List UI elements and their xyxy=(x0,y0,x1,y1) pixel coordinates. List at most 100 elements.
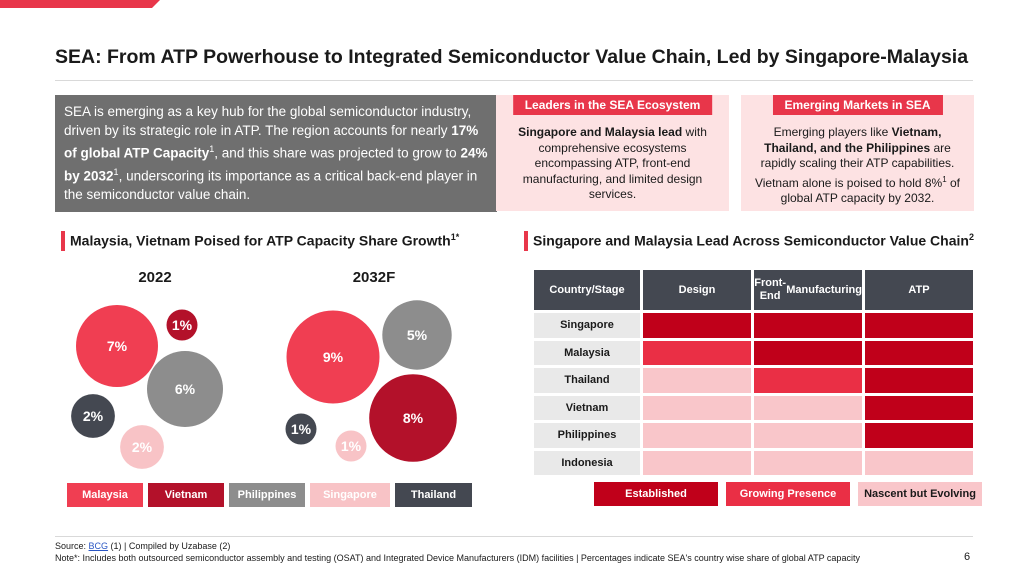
footnote: Note*: Includes both outsourced semicond… xyxy=(55,553,860,563)
intro-sup-2: 1 xyxy=(113,167,119,177)
bubble-vietnam xyxy=(166,309,198,341)
heatmap-row-label: Singapore xyxy=(534,313,640,338)
heatmap-cell xyxy=(865,340,973,365)
heatmap-cell xyxy=(865,368,973,393)
bubble-value-label: 6% xyxy=(175,381,196,397)
heatmap-cell xyxy=(865,313,973,338)
left-section-title: Malaysia, Vietnam Poised for ATP Capacit… xyxy=(70,232,459,249)
intro-text-2: , and this share was projected to grow t… xyxy=(214,145,461,161)
emerging-card-text-1: Emerging players like xyxy=(773,125,892,139)
heatmap-cell xyxy=(754,450,862,475)
heatmap-row-label: Thailand xyxy=(534,368,640,393)
left-section-marker xyxy=(61,231,65,251)
heatmap-cell xyxy=(643,340,751,365)
bubble-thailand xyxy=(285,413,317,445)
heatmap-legend-item: Growing Presence xyxy=(726,482,850,506)
bubble-philippines xyxy=(382,300,452,370)
heatmap-legend-item: Nascent but Evolving xyxy=(858,482,982,506)
bubble-value-label: 8% xyxy=(403,410,424,426)
bubble-singapore xyxy=(335,430,367,462)
emerging-card-body: Emerging players like Vietnam, Thailand,… xyxy=(749,125,966,207)
leaders-card: Leaders in the SEA Ecosystem Singapore a… xyxy=(496,95,729,211)
page-title: SEA: From ATP Powerhouse to Integrated S… xyxy=(55,46,969,68)
bubble-thailand xyxy=(71,394,115,438)
bubble-value-label: 2% xyxy=(132,439,153,455)
right-section-title-text: Singapore and Malaysia Lead Across Semic… xyxy=(533,232,969,249)
heatmap-legend-item: Established xyxy=(594,482,718,506)
source-link[interactable]: BCG xyxy=(88,541,109,551)
legend-vietnam: Vietnam xyxy=(148,483,224,507)
bubble-value-label: 5% xyxy=(407,327,428,343)
source-rest: (1) | Compiled by Uzabase (2) xyxy=(108,541,231,551)
emerging-card-sup: 1 xyxy=(942,174,947,184)
bubble-malaysia xyxy=(286,310,380,404)
heatmap-cell xyxy=(865,395,973,420)
intro-text-1: SEA is emerging as a key hub for the glo… xyxy=(64,104,472,138)
leaders-card-body: Singapore and Malaysia lead with compreh… xyxy=(504,125,721,203)
heatmap-cell xyxy=(865,450,973,475)
top-accent-bar xyxy=(0,0,160,8)
bubble-year-label: 2022 xyxy=(138,269,171,286)
heatmap-cell xyxy=(643,313,751,338)
intro-box: SEA is emerging as a key hub for the glo… xyxy=(55,95,497,212)
heatmap-row-label: Indonesia xyxy=(534,450,640,475)
bubble-vietnam xyxy=(369,374,457,462)
intro-bold-2: 24% by 2032 xyxy=(64,145,488,184)
heatmap-legend: Established Growing Presence Nascent but E… xyxy=(594,482,982,506)
bubble-year-label: 2032F xyxy=(353,269,396,286)
heatmap-cell xyxy=(643,450,751,475)
legend-thailand: Thailand xyxy=(395,483,472,507)
heatmap-cell xyxy=(754,395,862,420)
heatmap-cell xyxy=(643,423,751,448)
heatmap-row-label: Vietnam xyxy=(534,395,640,420)
legend-malaysia: Malaysia xyxy=(67,483,143,507)
leaders-card-text: with comprehensive ecosystems encompassi… xyxy=(522,125,707,201)
heatmap-header: Front-End Manufacturing xyxy=(754,270,862,310)
bubble-value-label: 1% xyxy=(291,421,312,437)
heatmap-cell xyxy=(865,423,973,448)
bubble-value-label: 1% xyxy=(172,317,193,333)
bubble-value-label: 2% xyxy=(83,408,104,424)
source-line: Source: BCG (1) | Compiled by Uzabase (2… xyxy=(55,541,230,551)
emerging-card-header: Emerging Markets in SEA xyxy=(772,95,943,115)
heatmap-header-line: Manufacturing xyxy=(786,283,862,296)
title-divider xyxy=(55,80,973,81)
bubble-value-label: 7% xyxy=(107,338,128,354)
left-section-title-text: Malaysia, Vietnam Poised for ATP Capacit… xyxy=(70,232,451,249)
source-prefix: Source: xyxy=(55,541,89,551)
emerging-card-text-3: of global ATP capacity by 2032. xyxy=(780,175,961,206)
legend-philippines: Philippines xyxy=(229,483,305,507)
heatmap-header: Country/Stage xyxy=(534,270,640,310)
emerging-card-bold: Vietnam, Thailand, and the Philippines xyxy=(764,125,942,155)
heatmap-cell xyxy=(754,368,862,393)
bubble-value-label: 1% xyxy=(341,438,362,454)
heatmap-header: ATP xyxy=(865,270,973,310)
right-section-title-sup: 2 xyxy=(968,232,974,242)
heatmap-header: Design xyxy=(643,270,751,310)
emerging-card: Emerging Markets in SEA Emerging players… xyxy=(741,95,974,211)
bubble-value-label: 9% xyxy=(323,349,344,365)
heatmap-cell xyxy=(754,423,862,448)
intro-bold-1: 17% of global ATP Capacity xyxy=(64,122,479,161)
bubble-legend: Malaysia Vietnam Philippines Singapore Thail… xyxy=(67,483,472,507)
bubble-philippines xyxy=(147,351,223,427)
leaders-card-header: Leaders in the SEA Ecosystem xyxy=(512,95,713,115)
heatmap-cell xyxy=(643,368,751,393)
heatmap-cell xyxy=(643,395,751,420)
intro-sup-1: 1 xyxy=(209,144,215,154)
left-section-title-sup: 1* xyxy=(450,232,460,242)
page-number: 6 xyxy=(964,551,971,563)
footer-divider xyxy=(55,536,973,537)
leaders-card-bold: Singapore and Malaysia lead xyxy=(518,125,683,139)
intro-text-3: , underscoring its importance as a criti… xyxy=(64,168,478,203)
heatmap-header-line: Front-End xyxy=(754,277,786,302)
legend-singapore: Singapore xyxy=(310,483,390,507)
heatmap-row-label: Philippines xyxy=(534,423,640,448)
heatmap-cell xyxy=(754,313,862,338)
emerging-card-text-2: are rapidly scaling their ATP capabiliti… xyxy=(754,140,955,190)
heatmap-row-label: Malaysia xyxy=(534,340,640,365)
bubble-malaysia xyxy=(76,305,158,387)
heatmap-cell xyxy=(754,340,862,365)
right-section-title: Singapore and Malaysia Lead Across Semic… xyxy=(533,232,974,249)
